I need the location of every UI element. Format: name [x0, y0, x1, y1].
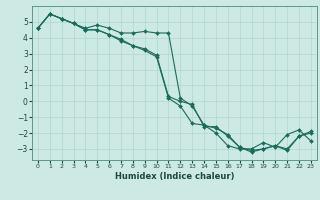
X-axis label: Humidex (Indice chaleur): Humidex (Indice chaleur) — [115, 172, 234, 181]
